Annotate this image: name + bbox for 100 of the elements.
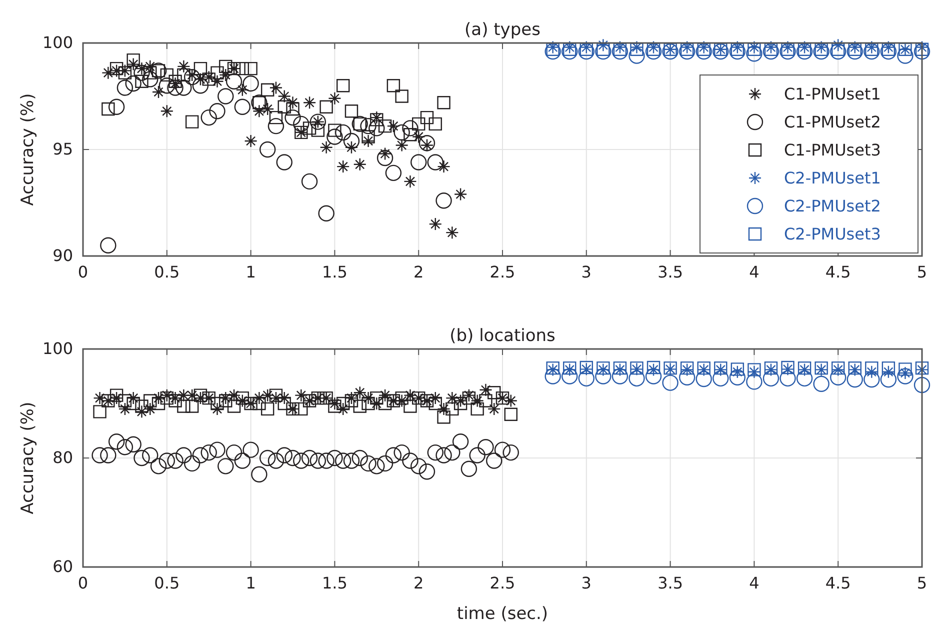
point <box>746 374 762 390</box>
point <box>135 62 148 76</box>
point <box>152 396 166 410</box>
point <box>200 444 217 461</box>
point <box>194 388 208 402</box>
point <box>578 43 594 60</box>
point <box>378 388 392 402</box>
point <box>504 394 518 408</box>
point <box>444 444 460 461</box>
point <box>780 43 796 60</box>
x-tick-label: 3.5 <box>658 262 684 282</box>
point <box>762 370 780 387</box>
point <box>418 464 436 480</box>
legend-label: C2-PMUset3 <box>784 224 881 244</box>
y-tick-label: 80 <box>52 448 73 468</box>
point <box>260 402 274 416</box>
point <box>269 388 283 402</box>
point <box>562 43 578 60</box>
point <box>404 174 417 188</box>
point <box>160 68 174 82</box>
x-tick-label: 3.5 <box>658 573 684 592</box>
point <box>362 391 375 405</box>
point <box>301 450 318 466</box>
point <box>200 109 217 126</box>
x-tick-label: 0.5 <box>154 573 180 592</box>
point <box>278 90 291 103</box>
point <box>176 80 192 96</box>
x-tick-label: 1 <box>246 262 256 282</box>
point <box>160 388 174 402</box>
x-tick-label: 4.5 <box>825 573 851 592</box>
point <box>404 400 417 413</box>
point <box>385 164 402 182</box>
point <box>914 376 930 394</box>
point <box>865 365 878 378</box>
x-tick-label: 2 <box>414 262 424 282</box>
point <box>92 447 108 464</box>
point <box>696 370 712 388</box>
point <box>144 394 157 408</box>
point <box>386 79 400 92</box>
point <box>158 78 175 94</box>
point <box>437 96 450 110</box>
point <box>830 43 846 60</box>
point <box>882 361 896 375</box>
point <box>160 391 174 405</box>
point <box>236 391 250 405</box>
point <box>368 120 385 136</box>
point <box>226 444 242 461</box>
legend-label: C1-PMUset1 <box>784 84 881 104</box>
x-tick-label: 4.5 <box>825 262 851 282</box>
x-tick-label: 0.5 <box>154 262 180 282</box>
point <box>502 444 519 461</box>
point <box>897 368 914 384</box>
point <box>226 73 242 90</box>
point <box>469 447 486 464</box>
point <box>116 439 134 456</box>
point <box>320 140 333 154</box>
point <box>428 117 442 131</box>
point <box>376 150 394 166</box>
point <box>437 160 450 174</box>
point <box>404 128 417 142</box>
point <box>404 388 417 402</box>
point <box>227 388 241 402</box>
point <box>386 119 400 133</box>
point <box>236 62 250 76</box>
point <box>729 43 746 60</box>
point <box>252 104 266 118</box>
point <box>813 43 830 60</box>
point <box>135 400 148 413</box>
point <box>898 366 912 380</box>
point <box>437 410 450 424</box>
point <box>168 76 182 90</box>
point <box>394 444 410 461</box>
point <box>370 391 384 405</box>
point <box>595 43 612 60</box>
point <box>544 43 561 60</box>
point <box>336 402 350 416</box>
point <box>914 43 930 60</box>
point <box>108 98 125 115</box>
point <box>210 396 224 410</box>
point <box>234 98 251 115</box>
x-tick-label: 4 <box>749 262 760 282</box>
point <box>158 452 175 469</box>
y-axis-title: Accuracy (%) <box>18 402 38 514</box>
point <box>336 396 350 410</box>
point <box>362 396 375 410</box>
point <box>219 68 232 82</box>
point <box>645 43 662 60</box>
point <box>252 391 266 405</box>
x-axis-title: time (sec.) <box>456 604 548 624</box>
point <box>343 132 360 150</box>
x-tick-label: 0 <box>78 262 88 282</box>
point <box>219 394 232 408</box>
point <box>142 447 158 464</box>
point <box>898 362 912 376</box>
point <box>185 400 199 413</box>
point <box>126 53 140 67</box>
point <box>612 43 628 60</box>
point <box>268 452 284 469</box>
point <box>328 400 342 413</box>
point <box>428 217 442 231</box>
